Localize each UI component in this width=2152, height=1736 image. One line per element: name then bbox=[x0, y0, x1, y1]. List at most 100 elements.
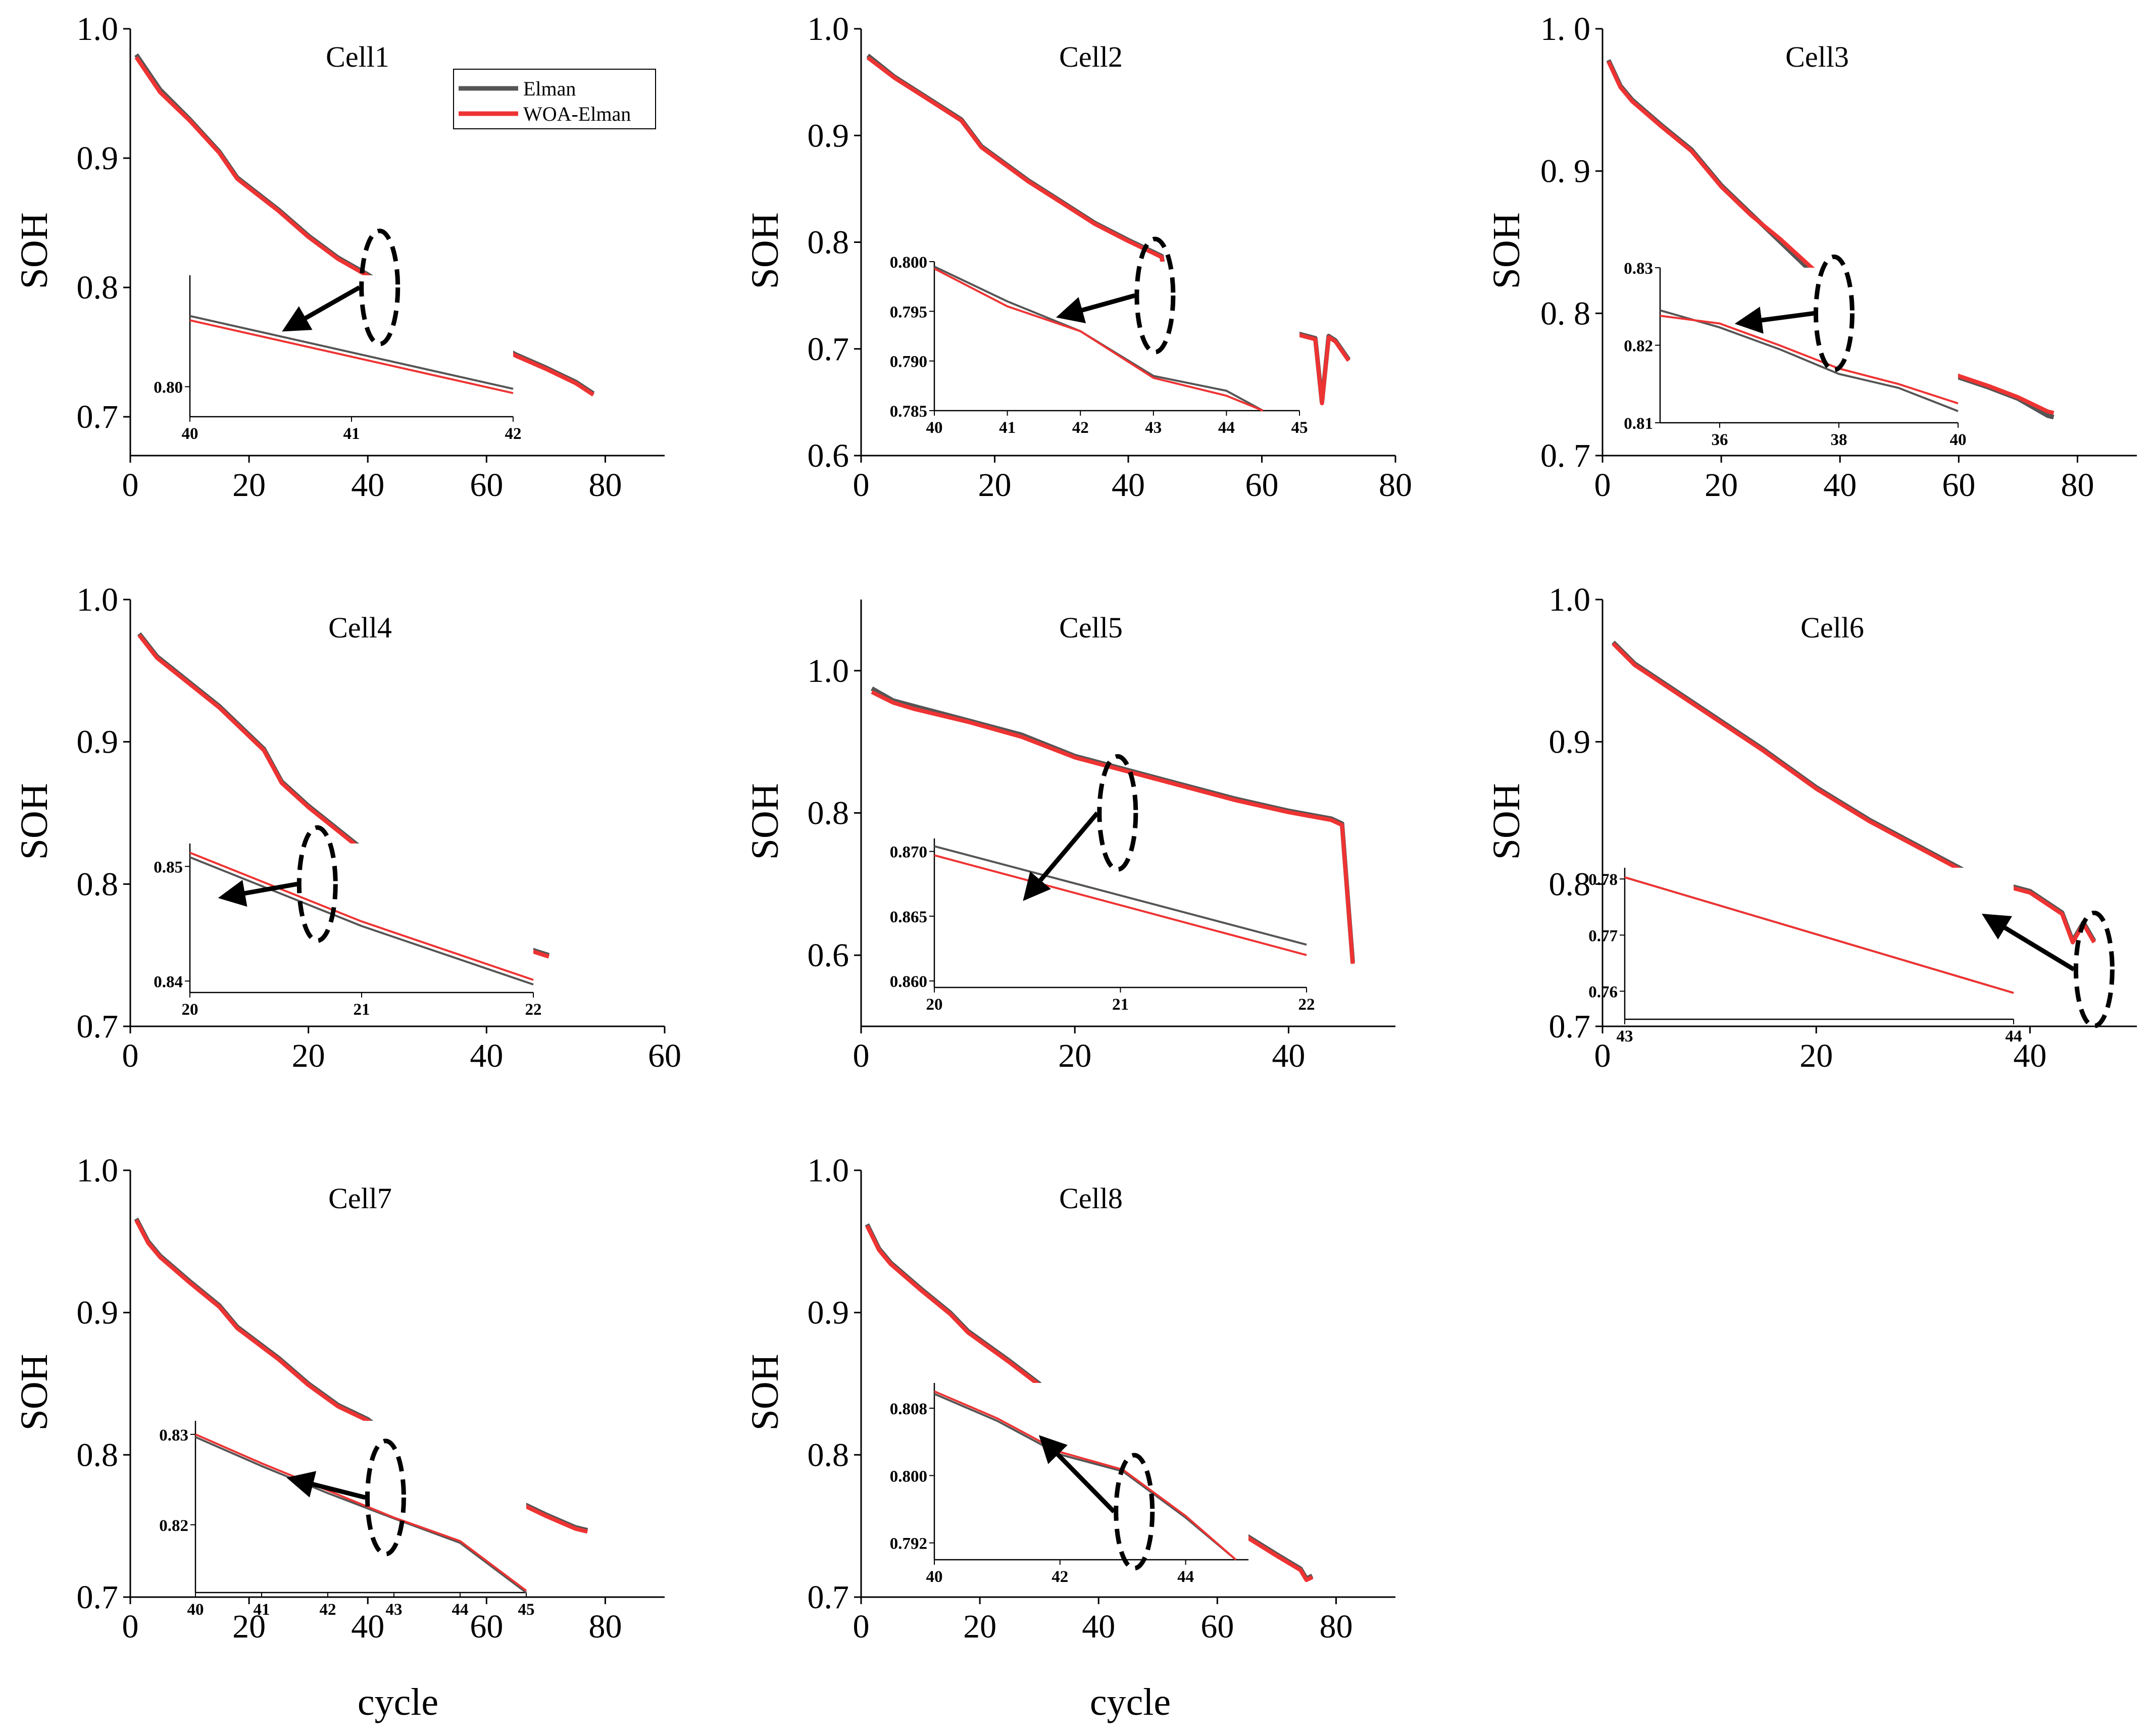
inset-y-tick-label: 0.82 bbox=[159, 1517, 188, 1535]
y-tick-label: 1. 0 bbox=[1540, 11, 1590, 47]
chart-title: Cell8 bbox=[1059, 1182, 1123, 1215]
inset-series-line-woa-elman bbox=[1660, 315, 1959, 405]
inset-x-tick-label: 41 bbox=[343, 425, 360, 443]
y-tick-label: 1.0 bbox=[77, 1152, 119, 1189]
x-tick-label: 80 bbox=[1379, 467, 1412, 504]
x-tick-label: 40 bbox=[1082, 1608, 1115, 1645]
y-axis-label: SOH bbox=[744, 1354, 786, 1430]
inset-x-tick-label: 41 bbox=[999, 419, 1016, 437]
chart-title: Cell7 bbox=[328, 1182, 392, 1215]
y-axis-label: SOH bbox=[744, 783, 786, 860]
panel-3: 0 20 40 60 80 0. 7 0. 8 0. 9 1. 0 SOH Cell3 36 38 40 0… bbox=[1485, 11, 2137, 504]
zoom-arrow bbox=[218, 879, 298, 907]
y-tick-label: 0.9 bbox=[808, 117, 849, 154]
inset-y-tick-label: 0.81 bbox=[1624, 415, 1653, 433]
inset-series-line-woa-elman bbox=[934, 1390, 1237, 1561]
y-tick-label: 1.0 bbox=[808, 11, 849, 47]
x-tick-label: 20 bbox=[1058, 1037, 1091, 1074]
panel-8: 0 20 40 60 80 0.7 0.8 0.9 1.0 SOH Cell8 40 42 44 0.792… bbox=[744, 1152, 1395, 1645]
y-axis-label: SOH bbox=[13, 212, 56, 289]
y-axis-label: SOH bbox=[744, 212, 786, 289]
inset-x-tick-label: 22 bbox=[525, 1001, 542, 1019]
inset-background bbox=[1625, 868, 2014, 1019]
inset: 20 21 22 0.860 0.865 0.870 bbox=[890, 838, 1315, 1014]
zoom-ellipse bbox=[2073, 910, 2115, 1028]
inset-series-line-woa-elman bbox=[1624, 876, 2014, 994]
y-tick-label: 0.7 bbox=[1549, 1008, 1591, 1045]
series-line-woa-elman bbox=[866, 56, 1350, 406]
panel-6: 0 20 40 0.7 0.8 0.9 1.0 SOH Cell6 43 44 0.76 0.77 0.7… bbox=[1485, 581, 2137, 1074]
y-tick-label: 0.7 bbox=[77, 1579, 119, 1616]
zoom-ellipse bbox=[1097, 754, 1138, 872]
y-tick-label: 0.7 bbox=[77, 1008, 119, 1045]
inset-series-line-woa-elman bbox=[934, 854, 1307, 956]
x-tick-label: 60 bbox=[470, 1608, 503, 1645]
inset-series-line-elman bbox=[189, 315, 514, 390]
x-tick-label: 40 bbox=[470, 1037, 503, 1074]
y-tick-label: 0.8 bbox=[77, 269, 119, 306]
inset-x-tick-label: 20 bbox=[182, 1001, 198, 1019]
y-tick-label: 1.0 bbox=[808, 653, 849, 689]
inset-x-tick-label: 44 bbox=[2006, 1027, 2022, 1046]
inset: 43 44 0.76 0.77 0.78 bbox=[1588, 868, 2022, 1046]
inset-x-tick-label: 20 bbox=[926, 996, 943, 1014]
x-tick-label: 0 bbox=[122, 1608, 139, 1645]
inset-y-tick-label: 0.795 bbox=[890, 303, 927, 321]
panel-1: 0 20 40 60 80 0.7 0.8 0.9 1.0 SOH Cell1 Elman WOA-El… bbox=[13, 11, 665, 504]
zoom-ellipse bbox=[359, 228, 401, 346]
y-axis-label: SOH bbox=[13, 1354, 56, 1430]
y-tick-label: 0.9 bbox=[77, 1295, 119, 1331]
x-tick-label: 40 bbox=[1112, 467, 1145, 504]
series-line-woa-elman bbox=[1612, 642, 2096, 945]
inset: 36 38 40 0.81 0.82 0.83 bbox=[1624, 260, 1966, 449]
series-line-woa-elman bbox=[871, 690, 1355, 964]
y-tick-label: 0. 7 bbox=[1540, 437, 1590, 474]
x-tick-label: 20 bbox=[292, 1037, 325, 1074]
inset-y-tick-label: 0.83 bbox=[1624, 260, 1653, 278]
inset-y-tick-label: 0.83 bbox=[159, 1426, 188, 1445]
y-tick-label: 0.7 bbox=[808, 1579, 849, 1616]
inset-y-tick-label: 0.808 bbox=[890, 1400, 927, 1418]
inset-y-tick-label: 0.865 bbox=[890, 908, 927, 926]
x-tick-label: 40 bbox=[1272, 1037, 1305, 1074]
x-tick-label: 20 bbox=[232, 467, 266, 504]
y-tick-label: 1.0 bbox=[1549, 581, 1591, 618]
inset-y-tick-label: 0.785 bbox=[890, 403, 927, 421]
inset-series-line-elman bbox=[195, 1436, 527, 1594]
inset-x-tick-label: 40 bbox=[926, 419, 943, 437]
y-tick-label: 0.7 bbox=[808, 331, 849, 368]
inset-background bbox=[190, 275, 513, 417]
x-tick-label: 80 bbox=[1319, 1608, 1353, 1645]
inset-y-tick-label: 0.85 bbox=[154, 858, 183, 876]
inset-y-tick-label: 0.860 bbox=[890, 973, 927, 991]
inset-series-line-woa-elman bbox=[189, 319, 514, 394]
y-tick-label: 0.9 bbox=[77, 724, 119, 761]
y-tick-label: 0.9 bbox=[808, 1295, 849, 1331]
y-axis-label: SOH bbox=[1485, 783, 1528, 860]
x-tick-label: 0 bbox=[122, 467, 139, 504]
zoom-arrow bbox=[282, 285, 361, 332]
x-tick-label: 0 bbox=[1594, 1037, 1611, 1074]
inset-y-tick-label: 0.80 bbox=[154, 379, 183, 397]
panel-4: 0 20 40 60 0.7 0.8 0.9 1.0 SOH Cell4 20 21 22 0.84 0.8… bbox=[13, 581, 681, 1074]
x-tick-label: 40 bbox=[2013, 1037, 2046, 1074]
legend: Elman WOA-Elman bbox=[453, 69, 656, 129]
inset-x-tick-label: 41 bbox=[254, 1601, 270, 1619]
x-tick-label: 60 bbox=[648, 1037, 681, 1074]
zoom-arrow bbox=[1038, 1435, 1116, 1514]
panel-5: 0 20 40 0.6 0.8 1.0 SOH Cell5 20 21 22 0.860 0.865 0.… bbox=[744, 600, 1395, 1074]
inset-y-tick-label: 0.800 bbox=[890, 1467, 927, 1485]
inset-series-line-woa-elman bbox=[189, 852, 534, 981]
x-tick-label: 0 bbox=[1594, 467, 1611, 504]
y-tick-label: 0.6 bbox=[808, 937, 849, 974]
inset-x-tick-label: 40 bbox=[926, 1568, 943, 1586]
inset-x-tick-label: 44 bbox=[452, 1601, 469, 1619]
x-tick-label: 20 bbox=[232, 1608, 266, 1645]
inset: 40 41 42 43 44 45 0.82 0.83 bbox=[159, 1421, 535, 1619]
inset-x-tick-label: 42 bbox=[1072, 419, 1089, 437]
x-tick-label: 60 bbox=[470, 467, 503, 504]
x-tick-label: 20 bbox=[1799, 1037, 1833, 1074]
zoom-ellipse bbox=[365, 1439, 406, 1557]
legend-label-elman: Elman bbox=[523, 77, 576, 100]
